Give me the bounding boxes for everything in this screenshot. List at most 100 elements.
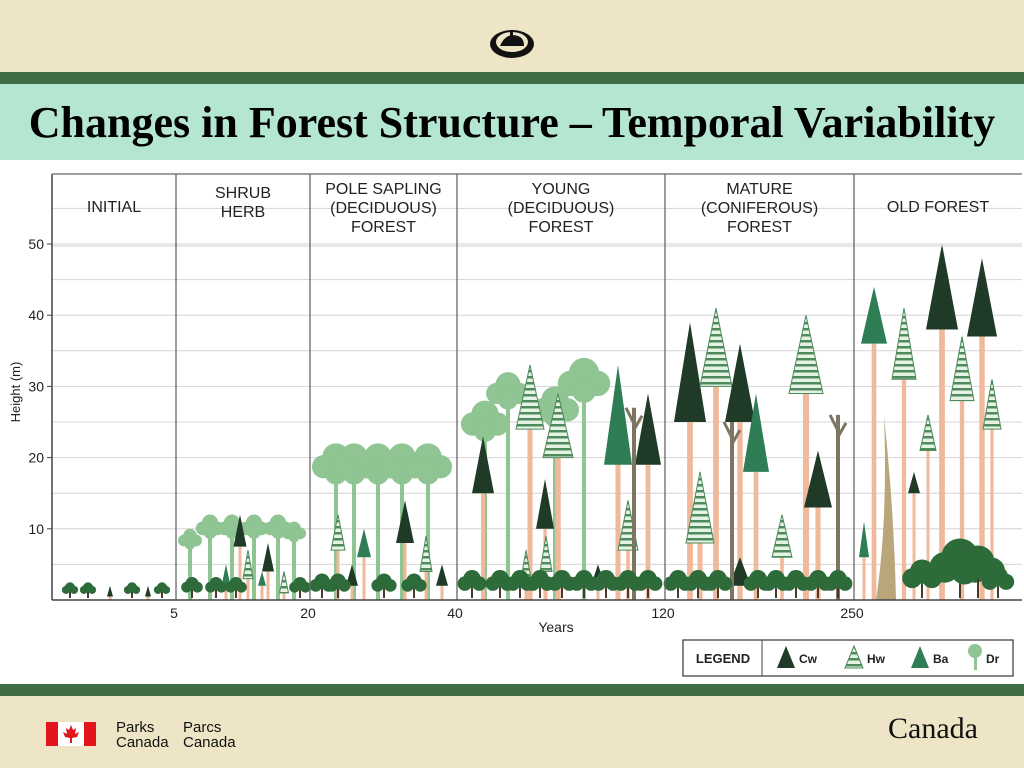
footer [0,696,1024,768]
canada-flag-icon [46,722,96,746]
ba-tree [258,571,266,586]
shrub [761,576,776,591]
bottom-stripe [0,684,1024,696]
dr-trunk [426,478,430,600]
legend: LEGEND Cw Hw Ba Dr [682,639,1014,677]
cw-tree [396,500,414,544]
shrub-stem [413,586,415,598]
shrub [663,576,678,591]
shrub [902,568,922,589]
shrub [289,581,300,593]
ba-tree [861,286,887,344]
cw-tree [233,514,247,547]
tree-trunk [753,471,759,600]
cw-tree [804,450,832,508]
shrub-stem [997,583,999,598]
parcs-fr-line1: Parcs [183,719,222,736]
top-stripe [0,72,1024,84]
shrub-stem [87,590,89,598]
tree-trunk [440,585,444,600]
shrub-stem [299,588,301,598]
shrub [61,585,70,594]
cw-tree [536,478,554,529]
parks-en-line1: Parks [116,719,155,736]
x-tick-label: 120 [651,605,675,621]
dr-crown [474,419,496,442]
shrub [181,581,193,593]
top-band [0,0,1024,72]
shrub-stem [837,585,839,598]
snag-branch [730,429,742,445]
dr-trunk [292,537,296,600]
tree-trunk [737,422,743,600]
shrub [70,585,79,594]
hw-tree [278,571,290,594]
dr-crown [288,531,300,543]
legend-item-label: Dr [986,652,1000,666]
shrub [648,576,663,591]
shrub-stem [69,590,71,598]
snag-branch [722,421,734,439]
tree-trunk [645,464,651,600]
snag-branch [632,415,644,431]
shrub [951,557,978,585]
dr-trunk [506,404,510,600]
hw-tree [685,471,715,544]
dr-trunk [208,533,212,600]
shrub-stem [717,585,719,598]
canada-wordmark: Canada [888,712,978,746]
frame [47,173,1022,601]
tree-trunk [926,450,930,600]
shrub [781,576,796,591]
dr-legend-trunk [974,654,977,670]
shrub [123,585,132,594]
stage-heading-line: POLE SAPLING [325,181,442,198]
shrub-stem [321,586,323,598]
hw-tree [330,514,346,551]
shrub [613,576,628,591]
shrub [162,585,171,594]
x-tick-label: 250 [840,605,864,621]
tree-trunk [862,557,866,600]
parks-en-line2: Canada [116,734,169,751]
stage-heading-line: FOREST [529,219,594,236]
tree-trunk [350,585,354,600]
dr-crown [184,538,196,550]
dr-crown [271,525,285,539]
shrub [300,581,311,593]
shrub-stem [921,580,923,598]
dr-crown [498,389,518,410]
cw-tree [436,564,448,586]
shrub-stem [383,586,385,598]
shrub-stem [605,585,607,598]
dr-crown [417,462,439,485]
dead-snag [876,416,896,600]
legend-item-label: Cw [799,652,818,666]
shrub-stem [499,585,501,598]
shrub [803,576,818,591]
hw-tree [891,307,917,380]
stage-heading-line: FOREST [351,219,416,236]
tree-trunk [481,493,485,600]
shrub [591,576,606,591]
shrub-stem [627,585,629,598]
labels: 10 20 30 40 50 Height (m) 5 20 40 120 250 Years INIT… [8,181,989,635]
shrub [401,579,415,592]
stage-heading-line: MATURE [726,181,792,198]
dr-trunk [376,478,380,600]
dr-trunk [276,533,280,600]
tree-trunk [266,571,270,600]
hw-tree [788,315,824,395]
hw-legend-icon [844,644,864,669]
cw-tree [472,436,494,494]
tree-trunk [555,457,561,600]
diagram-svg: 10 20 30 40 50 Height (m) 5 20 40 120 250 Years INIT… [8,173,1022,677]
shrub [525,576,540,591]
shrub [338,579,351,592]
tree-trunk [260,585,264,600]
cw-tree [346,564,358,586]
dr-trunk [352,478,356,600]
cw-tree [908,471,920,494]
shrub [703,576,718,591]
dr-trunk [230,533,234,600]
